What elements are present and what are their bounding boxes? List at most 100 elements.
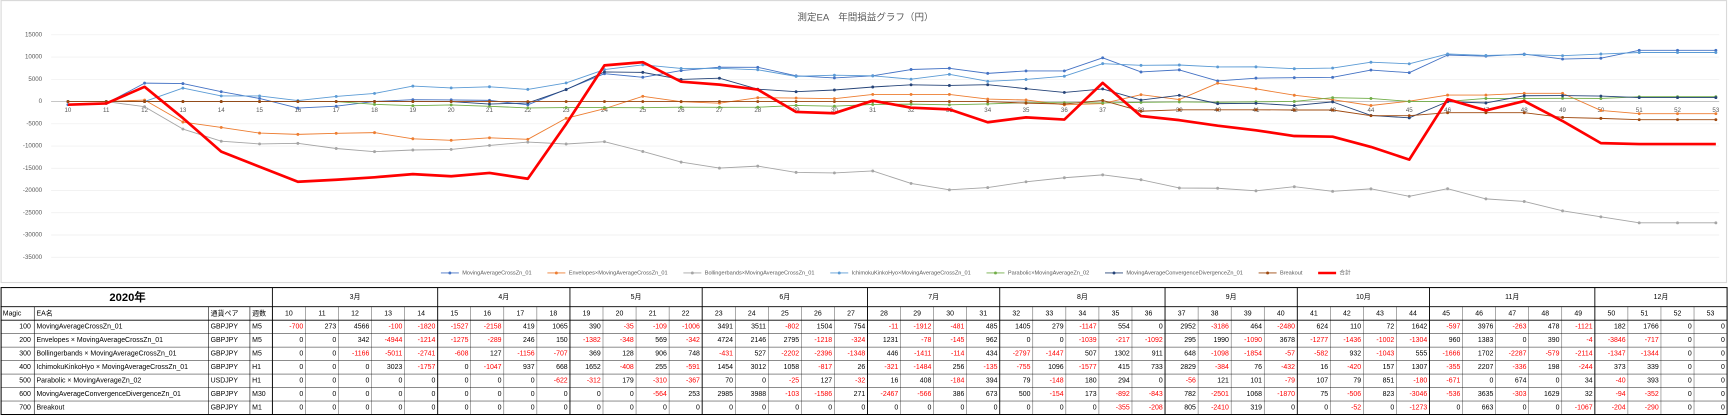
value-cell: -2501 bbox=[1211, 391, 1229, 398]
value-cell: 3511 bbox=[751, 324, 766, 331]
value-cell: 0 bbox=[432, 405, 436, 412]
x-tick-label: 15 bbox=[256, 107, 263, 114]
value-cell: 1383 bbox=[1478, 337, 1494, 344]
value-cell: 0 bbox=[1291, 405, 1295, 412]
week-header: 52 bbox=[1674, 310, 1682, 317]
x-tick-label: 25 bbox=[639, 107, 646, 114]
value-cell: -1067 bbox=[1575, 405, 1593, 412]
value-cell: 0 bbox=[531, 378, 535, 385]
y-tick-label: -15000 bbox=[23, 165, 43, 172]
x-tick-label: 49 bbox=[1559, 107, 1566, 114]
value-cell: 0 bbox=[299, 337, 303, 344]
ea-name-cell: MovingAverageConvergenceDivergenceZn_01 bbox=[36, 391, 181, 398]
value-cell: -1090 bbox=[1244, 337, 1262, 344]
series-marker bbox=[449, 100, 453, 104]
legend-marker bbox=[1112, 271, 1116, 275]
series-marker bbox=[641, 70, 645, 74]
series-marker bbox=[181, 82, 185, 86]
series-marker bbox=[756, 96, 760, 100]
x-tick-label: 30 bbox=[831, 107, 838, 114]
value-cell: 0 bbox=[828, 405, 832, 412]
legend-marker bbox=[448, 271, 452, 275]
value-cell: -355 bbox=[1116, 405, 1130, 412]
value-cell: 1302 bbox=[1114, 351, 1130, 358]
series-marker bbox=[1331, 75, 1335, 79]
series-marker bbox=[296, 132, 300, 136]
value-cell: -591 bbox=[686, 364, 700, 371]
series-marker bbox=[1177, 108, 1181, 112]
value-cell: 1504 bbox=[817, 324, 833, 331]
series-marker bbox=[1024, 180, 1028, 184]
series-marker bbox=[1101, 99, 1105, 102]
week-header: 23 bbox=[715, 310, 723, 317]
series-marker bbox=[449, 138, 453, 142]
week-header: 25 bbox=[781, 310, 789, 317]
value-cell: 3012 bbox=[751, 364, 767, 371]
value-cell: 754 bbox=[854, 324, 866, 331]
y-tick-label: -5000 bbox=[26, 120, 42, 127]
value-cell: -1039 bbox=[1079, 337, 1097, 344]
value-cell: -25 bbox=[789, 378, 799, 385]
value-cell: 107 bbox=[1316, 378, 1328, 385]
series-marker bbox=[794, 90, 798, 94]
series-marker bbox=[1599, 97, 1603, 100]
week-header: 42 bbox=[1343, 310, 1351, 317]
value-cell: -597 bbox=[1446, 324, 1460, 331]
value-cell: 2146 bbox=[751, 337, 767, 344]
series-marker bbox=[258, 131, 262, 135]
series-marker bbox=[1599, 109, 1603, 112]
series-marker bbox=[449, 86, 453, 90]
magic-cell: 100 bbox=[19, 324, 31, 331]
column-header: EA名 bbox=[36, 308, 52, 317]
series-marker bbox=[1676, 51, 1679, 54]
series-marker bbox=[1331, 96, 1335, 100]
value-cell: -1166 bbox=[352, 351, 369, 358]
series-marker bbox=[909, 92, 913, 96]
series-marker bbox=[373, 91, 376, 95]
week-header: 46 bbox=[1475, 310, 1483, 317]
value-cell: 478 bbox=[1548, 324, 1560, 331]
x-tick-label: 53 bbox=[1712, 107, 1719, 114]
value-cell: -420 bbox=[1347, 364, 1361, 371]
value-cell: 173 bbox=[1085, 391, 1097, 398]
value-cell: 0 bbox=[498, 405, 502, 412]
value-cell: 253 bbox=[688, 391, 700, 398]
series-marker bbox=[1407, 114, 1411, 118]
series-marker bbox=[832, 171, 836, 175]
timeframe-cell: H1 bbox=[252, 364, 261, 371]
value-cell: -2480 bbox=[1277, 324, 1295, 331]
value-cell: 555 bbox=[1416, 351, 1428, 358]
series-marker bbox=[909, 181, 913, 185]
series-marker bbox=[181, 100, 185, 104]
series-marker bbox=[1561, 209, 1565, 213]
series-marker bbox=[1561, 96, 1565, 100]
series-marker bbox=[679, 160, 683, 164]
value-cell: 0 bbox=[564, 405, 568, 412]
series-marker bbox=[756, 164, 760, 168]
value-cell: 937 bbox=[523, 364, 535, 371]
value-cell: 0 bbox=[1688, 364, 1692, 371]
series-marker bbox=[1254, 76, 1258, 80]
series-marker bbox=[258, 97, 262, 100]
series-marker bbox=[488, 143, 491, 147]
series-marker bbox=[564, 100, 568, 104]
x-tick-label: 44 bbox=[1368, 107, 1375, 114]
value-cell: 121 bbox=[1217, 378, 1229, 385]
value-cell: -367 bbox=[686, 378, 700, 385]
value-cell: -564 bbox=[653, 391, 667, 398]
x-tick-label: 10 bbox=[65, 107, 72, 114]
value-cell: -2410 bbox=[1211, 405, 1229, 412]
magic-cell: 300 bbox=[19, 351, 31, 358]
value-cell: 101 bbox=[1250, 378, 1262, 385]
series-marker bbox=[1637, 51, 1641, 54]
series-line bbox=[67, 82, 1716, 141]
series-marker bbox=[1676, 112, 1679, 116]
value-cell: 390 bbox=[1548, 337, 1560, 344]
series-marker bbox=[1177, 93, 1181, 97]
value-cell: -1214 bbox=[418, 337, 436, 344]
week-header: 14 bbox=[417, 310, 425, 317]
value-cell: 0 bbox=[465, 405, 469, 412]
value-cell: 0 bbox=[729, 405, 733, 412]
series-marker bbox=[1177, 100, 1181, 104]
value-cell: 128 bbox=[622, 351, 634, 358]
